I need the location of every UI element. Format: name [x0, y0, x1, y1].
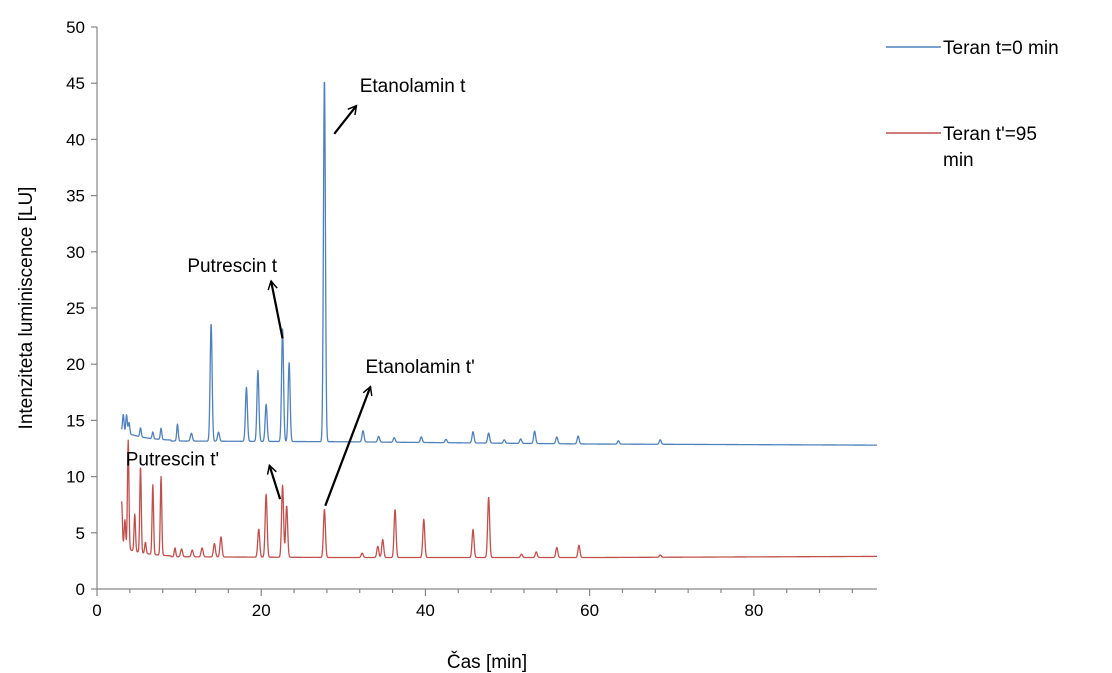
annotation-arrow — [324, 385, 373, 507]
annotation-arrow — [267, 279, 284, 339]
y-tick-label: 5 — [76, 524, 85, 543]
y-tick-label: 40 — [66, 130, 85, 149]
x-tick-label: 0 — [92, 601, 101, 620]
annotation-label: Putrescin t' — [126, 449, 219, 470]
x-tick-label: 20 — [252, 601, 271, 620]
series-layer — [120, 81, 878, 559]
annotation-layer: Etanolamin t Putrescin t Etanolamin t' Putr… — [126, 76, 475, 507]
annotation-label: Etanolamin t — [360, 76, 466, 97]
legend-entry-1: Teran t'=95 min — [943, 124, 1037, 171]
x-axis-title: Čas [min] — [447, 651, 527, 673]
y-tick-label: 0 — [76, 580, 85, 599]
y-tick-label: 30 — [66, 243, 85, 262]
y-tick-label: 35 — [66, 187, 85, 206]
annotation-arrow — [266, 463, 282, 500]
y-tick-label: 20 — [66, 355, 85, 374]
series-line-0 — [120, 81, 878, 446]
axes: 0 5 10 15 20 25 30 35 40 45 50 0 20 40 60 80 — [66, 18, 877, 620]
y-axis-title: Intenziteta luminiscence [LU] — [16, 187, 37, 430]
y-tick-label: 10 — [66, 468, 85, 487]
x-tick-label: 80 — [744, 601, 763, 620]
y-tick-label: 45 — [66, 74, 85, 93]
legend-entry-0: Teran t=0 min — [943, 38, 1059, 59]
y-tick-label: 15 — [66, 411, 85, 430]
series-line-1 — [120, 439, 878, 559]
legend: Teran t=0 min Teran t'=95 min — [886, 38, 1059, 171]
x-tick-label: 40 — [416, 601, 435, 620]
x-tick-label: 60 — [580, 601, 599, 620]
annotation-label: Putrescin t — [187, 256, 277, 277]
y-tick-label: 25 — [66, 299, 85, 318]
annotation-arrow — [333, 104, 358, 135]
annotation-label: Etanolamin t' — [365, 357, 474, 378]
y-tick-label: 50 — [66, 18, 85, 37]
